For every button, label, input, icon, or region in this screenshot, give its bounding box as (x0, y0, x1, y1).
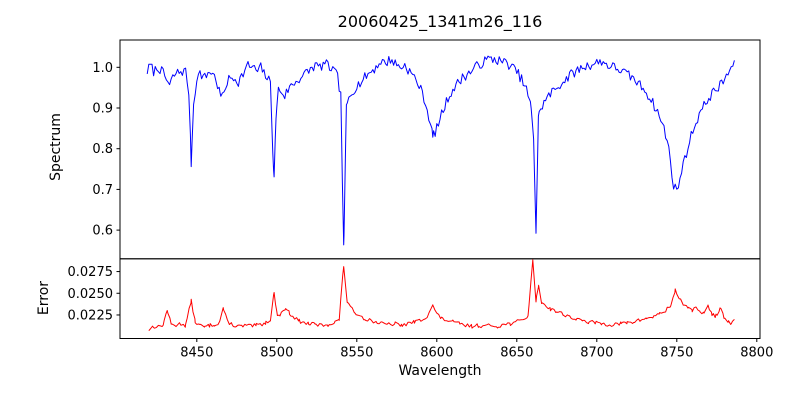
y-tick-label: 0.0250 (68, 287, 114, 302)
y-tick-label: 0.0275 (68, 265, 114, 280)
x-tick-label: 8700 (580, 346, 613, 361)
y-axis-label-error: Error (36, 281, 52, 315)
spectrum-panel-frame (119, 39, 761, 260)
x-tick-label: 8500 (260, 346, 293, 361)
y-tick-label: 0.7 (92, 183, 113, 198)
y-tick-label: 0.8 (92, 142, 113, 157)
error-line (148, 259, 735, 332)
axes-layer: 0.6 0.7 0.8 0.9 1.0 0.0225 0.0250 0.0275 8450 850… (68, 39, 773, 361)
y-tick-label: 0.0225 (68, 308, 114, 323)
x-tick-label: 8650 (500, 346, 533, 361)
spectrum-line (146, 55, 735, 246)
y-axis-label-spectrum: Spectrum (48, 113, 64, 181)
y-tick-label: 0.6 (92, 224, 113, 239)
x-tick-label: 8800 (740, 346, 773, 361)
data-series-layer (146, 55, 735, 332)
y-tick-label: 1.0 (92, 61, 113, 76)
x-tick-label: 8450 (180, 346, 213, 361)
x-axis-label: Wavelength (398, 363, 481, 379)
plot-title: 20060425_1341m26_116 (338, 12, 543, 32)
error-panel-frame (119, 258, 761, 339)
x-tick-label: 8550 (340, 346, 373, 361)
y-tick-label: 0.9 (92, 102, 113, 117)
x-tick-label: 8600 (420, 346, 453, 361)
x-tick-label: 8750 (660, 346, 693, 361)
